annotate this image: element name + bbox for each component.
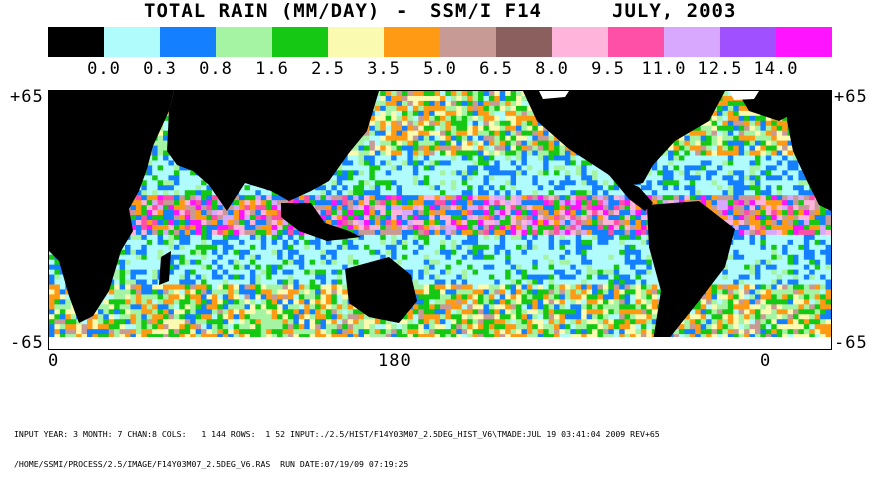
legend-swatch xyxy=(272,27,328,57)
legend-label: 5.0 xyxy=(423,59,457,79)
ice-edge xyxy=(729,91,759,100)
land-africa-europe xyxy=(49,91,174,323)
ice-edge xyxy=(49,337,831,349)
legend-swatch xyxy=(608,27,664,57)
lon-label-right: 0 xyxy=(760,351,772,371)
legend-label: 14.0 xyxy=(753,59,799,79)
legend-swatch xyxy=(160,27,216,57)
land-australia xyxy=(345,257,417,323)
legend-label: 2.5 xyxy=(311,59,345,79)
legend-swatch xyxy=(496,27,552,57)
lat-label-bottom-left: -65 xyxy=(10,333,44,353)
rain-map-svg xyxy=(49,91,831,349)
legend-label: 9.5 xyxy=(591,59,625,79)
footer-line-1: INPUT YEAR: 3 MONTH: 7 CHAN:8 COLS: 1 14… xyxy=(14,429,660,439)
land-maritime-continent xyxy=(281,203,361,241)
legend-swatch xyxy=(720,27,776,57)
legend-label: 12.5 xyxy=(697,59,743,79)
title-dash: - xyxy=(396,0,409,22)
legend-label: 0.8 xyxy=(199,59,233,79)
land-north-america xyxy=(523,91,725,187)
legend-swatch xyxy=(440,27,496,57)
title-product: TOTAL RAIN (MM/DAY) xyxy=(144,0,381,22)
lat-label-bottom-right: -65 xyxy=(834,333,868,353)
land-europe-east xyxy=(787,91,831,211)
legend-swatch xyxy=(328,27,384,57)
legend-label: 1.6 xyxy=(255,59,289,79)
polar-ice xyxy=(49,91,831,349)
lon-label-middle: 180 xyxy=(378,351,412,371)
metadata-footer: INPUT YEAR: 3 MONTH: 7 CHAN:8 COLS: 1 14… xyxy=(14,409,874,479)
land-asia xyxy=(167,91,379,211)
land-madagascar xyxy=(159,251,171,285)
legend-label: 0.3 xyxy=(143,59,177,79)
land-central-america xyxy=(609,175,653,211)
title-sensor: SSM/I F14 xyxy=(430,0,542,22)
legend-swatch xyxy=(776,27,832,57)
legend-label: 11.0 xyxy=(641,59,687,79)
rain-map xyxy=(48,90,832,350)
legend-labels: 0.0 0.3 0.8 1.6 2.5 3.5 5.0 6.5 8.0 9.5 11.0 12.5 14… xyxy=(48,59,832,79)
legend-swatch xyxy=(664,27,720,57)
legend-label: 8.0 xyxy=(535,59,569,79)
legend-swatch xyxy=(216,27,272,57)
legend-label: 0.0 xyxy=(87,59,121,79)
legend-swatch xyxy=(104,27,160,57)
legend-swatch xyxy=(552,27,608,57)
lat-label-top-right: +65 xyxy=(834,87,868,107)
footer-line-2: /HOME/SSMI/PROCESS/2.5/IMAGE/F14Y03M07_2… xyxy=(14,459,409,469)
title-date: JULY, 2003 xyxy=(612,0,737,22)
legend-label: 6.5 xyxy=(479,59,513,79)
land-south-america xyxy=(647,201,735,349)
lon-label-left: 0 xyxy=(48,351,60,371)
legend-swatch xyxy=(48,27,104,57)
map-title: TOTAL RAIN (MM/DAY) - SSM/I F14 JULY, 20… xyxy=(0,0,880,22)
color-legend xyxy=(48,27,832,57)
lat-label-top-left: +65 xyxy=(10,87,44,107)
legend-label: 3.5 xyxy=(367,59,401,79)
legend-swatch xyxy=(384,27,440,57)
land-masses xyxy=(49,91,831,349)
ice-edge xyxy=(539,91,569,99)
